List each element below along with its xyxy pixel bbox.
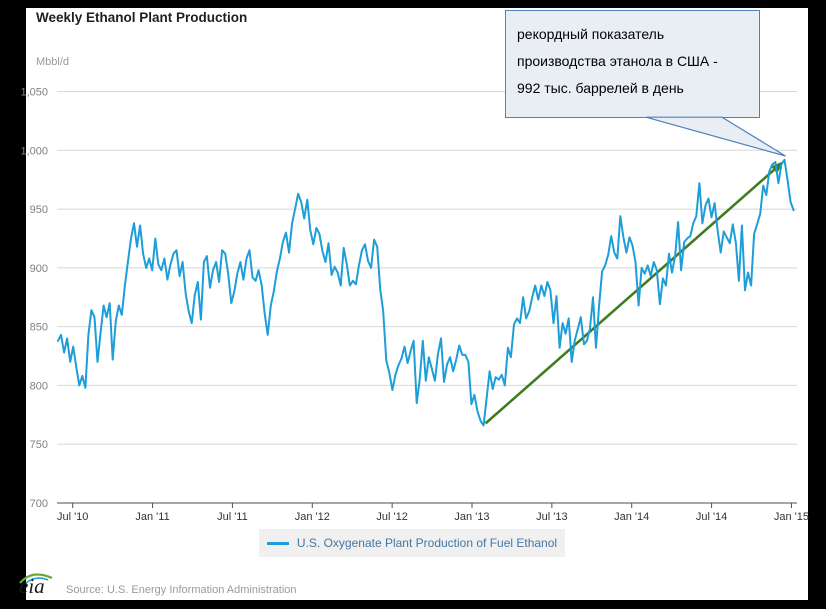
eia-logo-text: eia [19, 574, 45, 598]
callout-line-2: производства этанола в США - [517, 53, 718, 69]
chart-title: Weekly Ethanol Plant Production [36, 10, 248, 25]
eia-logo-swoosh-icon [19, 573, 53, 584]
callout-line-3: 992 тыс. баррелей в день [517, 80, 684, 96]
legend: U.S. Oxygenate Plant Production of Fuel … [259, 529, 565, 557]
legend-series-label[interactable]: U.S. Oxygenate Plant Production of Fuel … [296, 536, 558, 550]
footer: eia Source: U.S. Energy Information Admi… [18, 571, 518, 599]
callout-line-1: рекордный показатель [517, 26, 665, 42]
legend-line-swatch [266, 541, 289, 545]
annotation-callout: рекордный показатель производства этанол… [505, 10, 760, 118]
y-axis-unit-label: Mbbl/d [36, 56, 70, 68]
eia-logo: eia [18, 571, 56, 599]
source-text: Source: U.S. Energy Information Administ… [66, 584, 297, 596]
